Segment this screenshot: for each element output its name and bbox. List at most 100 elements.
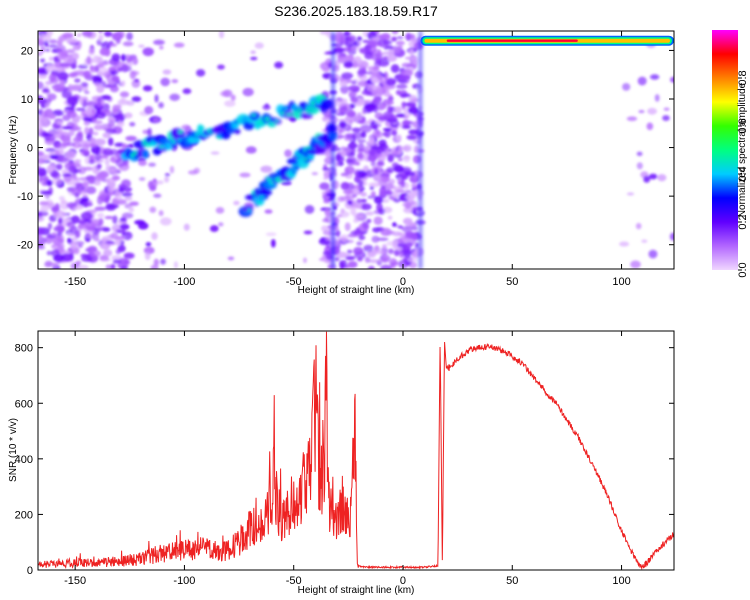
spectrogram-column-artifact (331, 31, 336, 269)
spectrogram-noise-blob (144, 251, 151, 261)
spectrogram-noise-blob (160, 217, 172, 226)
spectrogram-noise-blob (386, 45, 394, 50)
spectrogram-noise-blob (134, 78, 140, 83)
spectrogram-noise-blob (358, 235, 366, 241)
spectrogram-noise-blob (393, 249, 400, 257)
spectrogram-noise-blob (302, 257, 308, 264)
spectrogram-noise-blob (109, 85, 119, 93)
spectrogram-noise-blob (55, 210, 67, 219)
spectrogram-noise-blob (111, 175, 121, 181)
spectrogram-noise-blob (67, 237, 72, 244)
spectrogram-y-tick-label: 10 (21, 94, 33, 106)
spectrogram-noise-blob (122, 41, 134, 47)
spectrogram-noise-blob (395, 40, 405, 46)
spectrogram-noise-blob (404, 33, 416, 40)
spectrogram-noise-blob (322, 167, 330, 171)
spectrogram-noise-blob (42, 118, 50, 128)
spectrogram-band-blob (163, 142, 174, 151)
spectrogram-noise-blob (409, 232, 418, 239)
spectrogram-noise-blob (102, 227, 111, 232)
spectrogram-noise-blob (662, 115, 670, 121)
spectrogram-band-peak (194, 132, 199, 137)
spectrogram-noise-blob (110, 263, 116, 269)
spectrogram-noise-blob (66, 202, 77, 209)
spectrogram-noise-blob (350, 97, 359, 104)
spectrogram-noise-blob (102, 132, 111, 139)
spectrogram-noise-blob (85, 105, 93, 112)
spectrogram-noise-blob (376, 258, 383, 263)
spectrogram-noise-blob (158, 210, 164, 217)
snr-x-tick-label: -150 (64, 575, 86, 587)
spectrogram-noise-blob (397, 144, 403, 154)
spectrogram-noise-blob (74, 182, 84, 186)
spectrogram-noise-blob (643, 175, 651, 183)
spectrogram-noise-blob (83, 70, 92, 79)
spectrogram-noise-blob (88, 48, 95, 56)
spectrogram-noise-blob (360, 203, 372, 211)
spectrogram-noise-blob (51, 206, 59, 213)
spectrogram-noise-blob (153, 258, 160, 267)
spectrogram-noise-blob (160, 258, 166, 265)
spectrogram-noise-blob (370, 71, 381, 77)
spectrogram-band-peak (150, 142, 157, 147)
spectrogram-noise-blob (378, 33, 390, 40)
spectrogram-noise-blob (352, 60, 358, 68)
spectrogram-noise-blob (72, 44, 81, 51)
spectrogram-noise-blob (53, 225, 65, 232)
spectrogram-noise-blob (385, 182, 394, 190)
spectrogram-noise-blob (103, 249, 113, 257)
spectrogram-noise-blob (98, 31, 104, 34)
spectrogram-noise-blob (323, 199, 331, 204)
snr-y-tick-label: 200 (15, 509, 33, 521)
spectrogram-noise-blob (52, 84, 65, 93)
spectrogram-noise-blob (392, 186, 403, 191)
spectrogram-noise-blob (74, 159, 82, 163)
spectrogram-noise-blob (159, 45, 164, 50)
spectrogram-noise-blob (362, 221, 370, 230)
spectrogram-noise-blob (350, 45, 361, 51)
spectrogram-noise-blob (109, 43, 118, 47)
spectrogram-noise-blob (129, 121, 136, 127)
spectrogram-noise-blob (333, 46, 345, 54)
colorbar-gradient (712, 30, 738, 270)
spectrogram-noise-blob (85, 222, 96, 231)
spectrogram-noise-blob (115, 248, 121, 255)
spectrogram-noise-blob (325, 117, 331, 121)
spectrogram-band-peak (198, 125, 205, 131)
spectrogram-noise-blob (93, 124, 104, 131)
spectrogram-noise-blob (38, 227, 46, 236)
spectrogram-noise-blob (340, 172, 347, 177)
spectrogram-noise-blob (48, 44, 59, 49)
spectrogram-noise-blob (372, 66, 380, 72)
spectrogram-noise-blob (107, 185, 115, 193)
spectrogram-noise-blob (348, 85, 360, 92)
spectrogram-noise-blob (402, 119, 410, 128)
spectrogram-noise-blob (42, 88, 49, 93)
spectrogram-noise-blob (169, 93, 181, 101)
spectrogram-noise-blob (99, 258, 111, 262)
spectrogram-noise-blob (107, 204, 120, 209)
spectrogram-noise-blob (60, 78, 65, 88)
spectrogram-band-blob (234, 128, 241, 135)
spectrogram-noise-blob (209, 225, 219, 233)
spectrogram-noise-blob (343, 60, 354, 69)
spectrogram-noise-blob (38, 234, 43, 240)
spectrogram-noise-blob (379, 104, 387, 110)
spectrogram-noise-blob (649, 74, 660, 80)
spectrogram-noise-blob (126, 32, 133, 41)
spectrogram-noise-blob (94, 138, 106, 146)
spectrogram-noise-blob (132, 57, 139, 65)
spectrogram-noise-blob (387, 53, 398, 62)
spectrogram-noise-blob (215, 207, 225, 214)
spectrogram-noise-blob (84, 90, 90, 95)
spectrogram-noise-blob (636, 151, 643, 157)
spectrogram-noise-blob (399, 75, 411, 80)
spectrogram-noise-blob (127, 144, 135, 148)
spectrogram-noise-blob (217, 222, 224, 227)
spectrogram-band-blob (243, 121, 255, 131)
spectrogram-noise (38, 31, 674, 269)
spectrogram-noise-blob (641, 239, 648, 243)
spectrogram-noise-blob (385, 78, 396, 86)
spectrogram-noise-blob (119, 223, 130, 230)
spectrogram-noise-blob (119, 91, 130, 98)
